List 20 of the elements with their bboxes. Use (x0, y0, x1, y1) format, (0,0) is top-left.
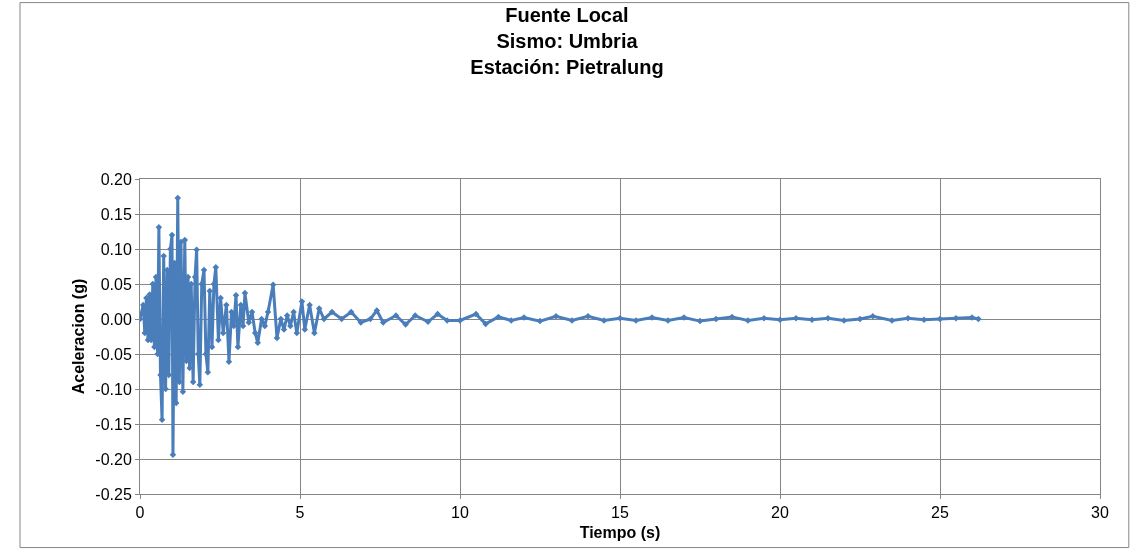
y-tick-label: 0.20 (100, 170, 132, 188)
x-tick-label: 5 (295, 504, 305, 522)
x-tick-label: 30 (1091, 504, 1109, 522)
chart-title: Fuente Local Sismo: Umbria Estación: Pietralung (470, 4, 664, 78)
x-tick-label: 0 (135, 504, 145, 522)
y-tick-label: -0.15 (95, 415, 132, 433)
y-tick-label: -0.10 (95, 380, 132, 398)
x-tick-label: 20 (771, 504, 789, 522)
x-tick-label: 15 (611, 504, 629, 522)
x-tick-label: 25 (931, 504, 949, 522)
y-tick-label: 0.05 (100, 275, 132, 293)
x-tick-label: 10 (451, 504, 469, 522)
y-tick-label: 0.15 (100, 205, 132, 223)
y-axis-title: Aceleracion (g) (70, 278, 88, 395)
y-tick-label: -0.25 (95, 485, 132, 503)
x-axis-title: Tiempo (s) (579, 523, 661, 541)
y-tick-label: -0.05 (95, 345, 132, 363)
y-tick-label: 0.10 (100, 240, 132, 258)
y-tick-label: 0.00 (100, 310, 132, 328)
y-tick-label: -0.20 (95, 450, 132, 468)
